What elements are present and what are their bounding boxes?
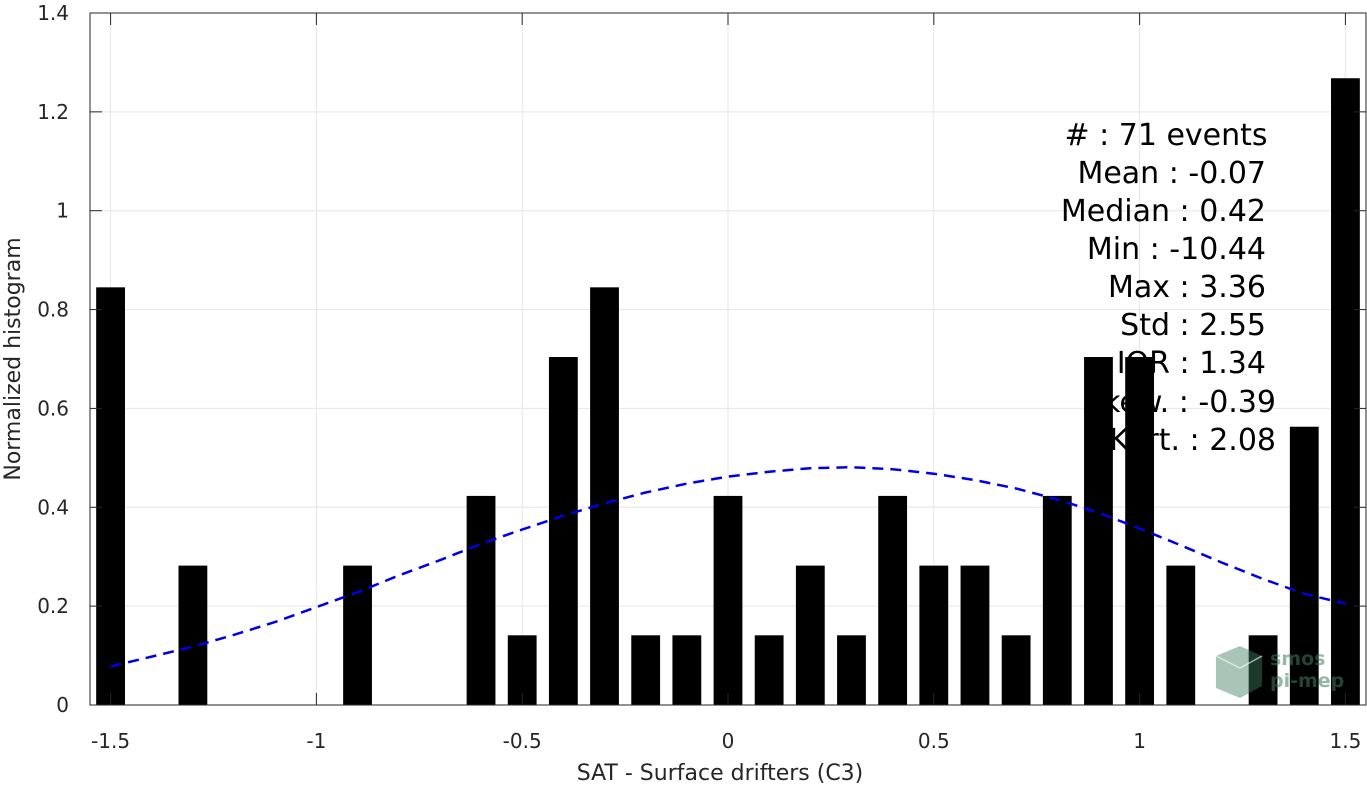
x-tick-label: 0: [722, 729, 735, 753]
y-tick-label: 0.2: [37, 594, 69, 618]
histogram-bar: [1084, 357, 1113, 705]
histogram-bar: [1042, 495, 1072, 705]
histogram-bar: [590, 287, 619, 705]
stats-count: # : 71 events: [1064, 118, 1267, 153]
y-tick-label: 1: [56, 199, 69, 223]
stats-median: Median : 0.42: [1061, 194, 1266, 229]
histogram-bar: [837, 635, 866, 705]
y-tick-label: 0.8: [37, 298, 69, 322]
x-tick-label: 1.5: [1330, 729, 1362, 753]
y-axis-label: Normalized histogram: [1, 237, 26, 480]
y-tick-label: 0.6: [37, 396, 69, 420]
histogram-bar: [795, 565, 825, 705]
y-tick-label: 1.4: [37, 1, 69, 25]
logo-cube-edge: [1215, 655, 1263, 669]
histogram-bar: [1331, 78, 1360, 705]
fit-curve: [110, 465, 1346, 668]
logo-text-pimep: pi-mep: [1270, 670, 1344, 692]
histogram-bar: [960, 565, 990, 705]
logo-text-smos: smos: [1270, 648, 1325, 670]
histogram-bar: [548, 357, 578, 705]
histogram-bar: [631, 635, 661, 705]
stats-kurt: Kurt. : 2.08: [1109, 423, 1276, 458]
histogram-bar: [466, 495, 496, 705]
histogram-bar: [96, 287, 125, 705]
histogram-bar: [878, 495, 908, 705]
histogram-bar: [919, 565, 949, 705]
histogram-bars: [96, 78, 1360, 705]
stats-iqr: IQR : 1.34: [1117, 346, 1266, 381]
smos-pimep-logo: smos pi-mep: [1215, 646, 1344, 698]
x-tick-label: 0.5: [918, 729, 950, 753]
normal-fit-line: [110, 465, 1346, 668]
x-tick-label: -0.5: [503, 729, 542, 753]
stats-mean: Mean : -0.07: [1077, 156, 1266, 191]
histogram-bar: [1289, 426, 1319, 705]
histogram-bar: [1248, 635, 1278, 705]
histogram-bar: [343, 565, 372, 705]
y-tick-label: 0: [56, 693, 69, 717]
logo-cube-icon: [1216, 646, 1262, 698]
histogram-bar: [1001, 635, 1031, 705]
y-tick-label: 0.4: [37, 495, 69, 519]
axes: [89, 12, 1367, 706]
stats-max: Max : 3.36: [1108, 270, 1266, 305]
x-tick-label: -1: [306, 729, 326, 753]
histogram-bar: [1166, 565, 1196, 705]
stats-box: # : 71 events Mean : -0.07 Median : 0.42…: [1061, 118, 1276, 458]
x-tick-label: -1.5: [91, 729, 130, 753]
histogram-bar: [672, 635, 702, 705]
stats-min: Min : -10.44: [1087, 232, 1266, 267]
tick-labels: -1.5 -1 -0.5 0 0.5 1 1.5 0 0.2 0.4 0.6 0.8 1 1.2 1.4: [37, 1, 1361, 753]
histogram-bar: [754, 635, 784, 705]
stats-std: Std : 2.55: [1120, 308, 1266, 343]
y-tick-label: 1.2: [37, 100, 69, 124]
histogram-bar: [713, 495, 743, 705]
x-axis-label: SAT - Surface drifters (C3): [577, 761, 864, 785]
histogram-bar: [1125, 357, 1155, 705]
x-tick-label: 1: [1133, 729, 1146, 753]
histogram-bar: [178, 565, 208, 705]
stats-skew: Skew. : -0.39: [1084, 385, 1276, 420]
